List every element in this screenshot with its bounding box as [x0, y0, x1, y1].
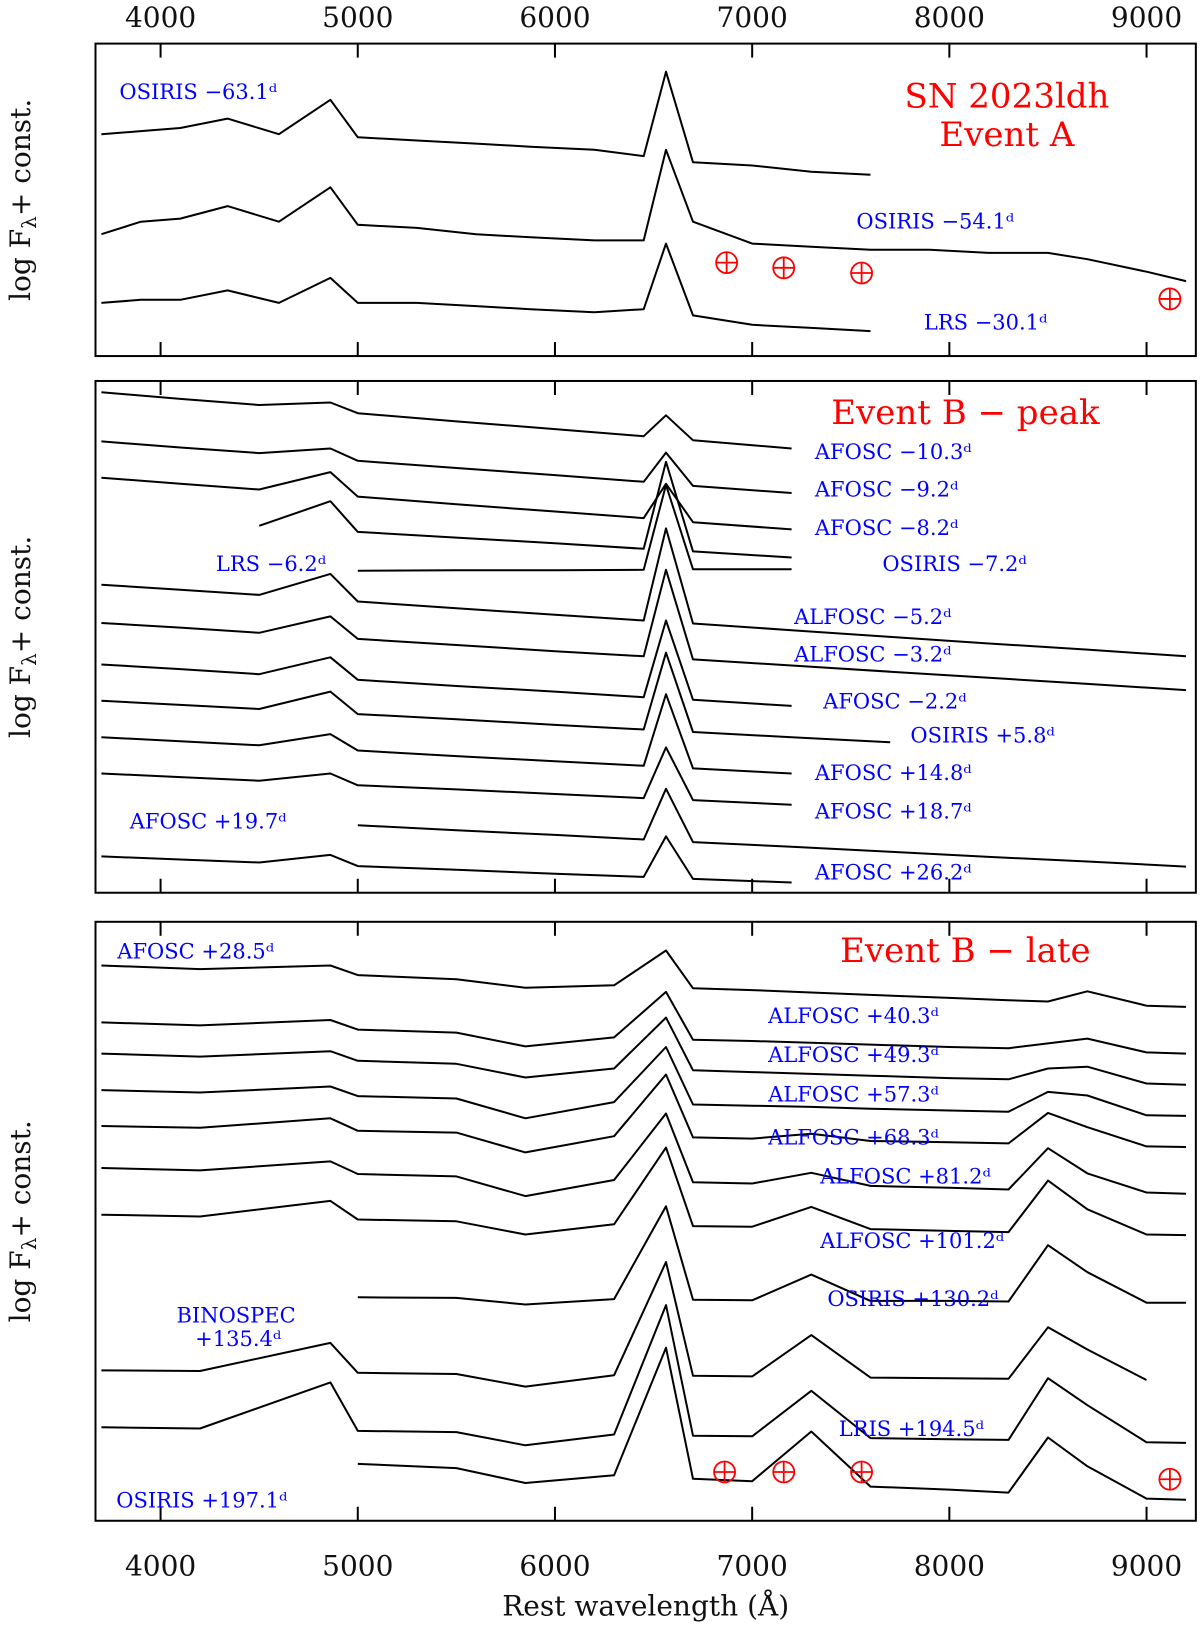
y-axis-label: log Fλ+ const.	[4, 99, 41, 301]
series-label: LRS −30.1ᵈ	[924, 310, 1048, 334]
series-label: AFOSC −8.2ᵈ	[814, 516, 959, 540]
spectrum	[101, 1016, 1187, 1086]
series-label: ALFOSC +81.2ᵈ	[819, 1165, 991, 1189]
x-tick-label: 6000	[519, 1, 590, 34]
spectrum	[357, 787, 1187, 868]
telluric-symbol	[772, 256, 796, 280]
series-label: BINOSPEC +135.4ᵈ	[176, 1303, 302, 1351]
telluric-symbol	[850, 1460, 873, 1484]
telluric-symbol	[713, 1460, 736, 1484]
series-label: ALFOSC −3.2ᵈ	[793, 643, 952, 667]
series-label: LRS −6.2ᵈ	[216, 552, 327, 576]
spectrum	[101, 990, 1187, 1055]
spectrum	[101, 693, 792, 775]
x-tick-label: 4000	[125, 1, 196, 34]
panel: 4000 5000 6000 7000 8000 9000 log Fλ+ const. SN…	[4, 1, 1197, 358]
telluric-symbol	[850, 261, 873, 285]
panel: 4000 5000 6000 7000 8000 9000 log Fλ+ const. Re…	[4, 920, 1197, 1622]
spectrum	[101, 70, 871, 176]
x-tick-label: 7000	[717, 1549, 788, 1582]
series-label: AFOSC −9.2ᵈ	[814, 478, 959, 502]
spectrum	[101, 148, 1187, 283]
spectrum	[101, 746, 792, 806]
telluric-symbol	[715, 251, 739, 275]
spectrum	[101, 391, 792, 450]
series-label: ALFOSC +49.3ᵈ	[767, 1043, 939, 1067]
x-tick-label: 7000	[717, 1, 788, 34]
plot-frame	[94, 379, 1197, 894]
spectrum	[101, 1304, 1187, 1447]
panel-title: SN 2023ldh	[904, 77, 1109, 117]
telluric-symbol	[1158, 287, 1182, 311]
series-label: OSIRIS +130.2ᵈ	[827, 1287, 999, 1311]
series-label: AFOSC −10.3ᵈ	[814, 440, 972, 464]
panel-subtitle: Event A	[939, 115, 1075, 155]
plot-frame	[94, 920, 1197, 1522]
spectrum	[258, 460, 792, 559]
series-label: AFOSC +28.5ᵈ	[116, 939, 274, 963]
series-label: AFOSC +19.7ᵈ	[129, 810, 287, 834]
series-label: ALFOSC +40.3ᵈ	[767, 1004, 939, 1028]
telluric-symbol	[772, 1460, 796, 1484]
series-label: ALFOSC +68.3ᵈ	[767, 1125, 939, 1149]
spectrum	[357, 1346, 1187, 1501]
y-axis-label: log Fλ+ const.	[4, 536, 41, 738]
spectrum	[101, 440, 792, 494]
series-label: OSIRIS +5.8ᵈ	[910, 724, 1055, 748]
x-tick-label: 6000	[519, 1549, 590, 1582]
series-label: ALFOSC −5.2ᵈ	[793, 605, 952, 629]
spectrum	[101, 1146, 1187, 1237]
spectrum	[101, 1112, 1187, 1198]
panel: log Fλ+ const. Event B − peak AFOSC −10.3ᵈ…	[4, 379, 1197, 894]
panel-title: Event B − peak	[831, 393, 1100, 433]
series-label: AFOSC −2.2ᵈ	[822, 689, 967, 713]
series-label: OSIRIS +197.1ᵈ	[116, 1489, 288, 1513]
y-axis-label: log Fλ+ const.	[4, 1120, 41, 1322]
series-label: OSIRIS −7.2ᵈ	[882, 552, 1027, 576]
series-label: ALFOSC +101.2ᵈ	[819, 1229, 1005, 1253]
spectrum	[357, 1205, 1186, 1306]
spectrum	[101, 651, 891, 744]
x-tick-label: 9000	[1111, 1, 1182, 34]
spectrum	[101, 568, 1187, 692]
x-tick-label: 8000	[914, 1, 985, 34]
spectrum	[101, 835, 792, 884]
series-label: AFOSC +18.7ᵈ	[814, 799, 972, 823]
spectrum	[101, 1046, 1187, 1120]
x-tick-label: 5000	[322, 1, 393, 34]
x-tick-label: 8000	[914, 1549, 985, 1582]
series-label: AFOSC +14.8ᵈ	[814, 761, 972, 785]
x-tick-label: 9000	[1111, 1549, 1182, 1582]
x-tick-label: 5000	[322, 1549, 393, 1582]
x-axis-label: Rest wavelength (Å)	[502, 1589, 789, 1622]
series-label: OSIRIS −63.1ᵈ	[119, 80, 277, 104]
series-label: AFOSC +26.2ᵈ	[814, 861, 972, 885]
spectrum	[101, 949, 1187, 1008]
spectrum	[101, 527, 1187, 658]
spectrum	[101, 1261, 1147, 1388]
panel-title: Event B − late	[840, 931, 1091, 971]
series-label: OSIRIS −54.1ᵈ	[856, 210, 1014, 234]
telluric-symbol	[1158, 1467, 1182, 1491]
spectrum	[101, 1073, 1187, 1154]
x-tick-label: 4000	[125, 1549, 196, 1582]
spectrum	[357, 483, 792, 572]
spectrum	[101, 619, 792, 707]
plot-frame	[94, 42, 1197, 358]
series-label: LRIS +194.5ᵈ	[839, 1417, 985, 1441]
series-label: ALFOSC +57.3ᵈ	[767, 1083, 939, 1107]
spectrum	[101, 471, 792, 531]
spectrum	[101, 242, 871, 333]
